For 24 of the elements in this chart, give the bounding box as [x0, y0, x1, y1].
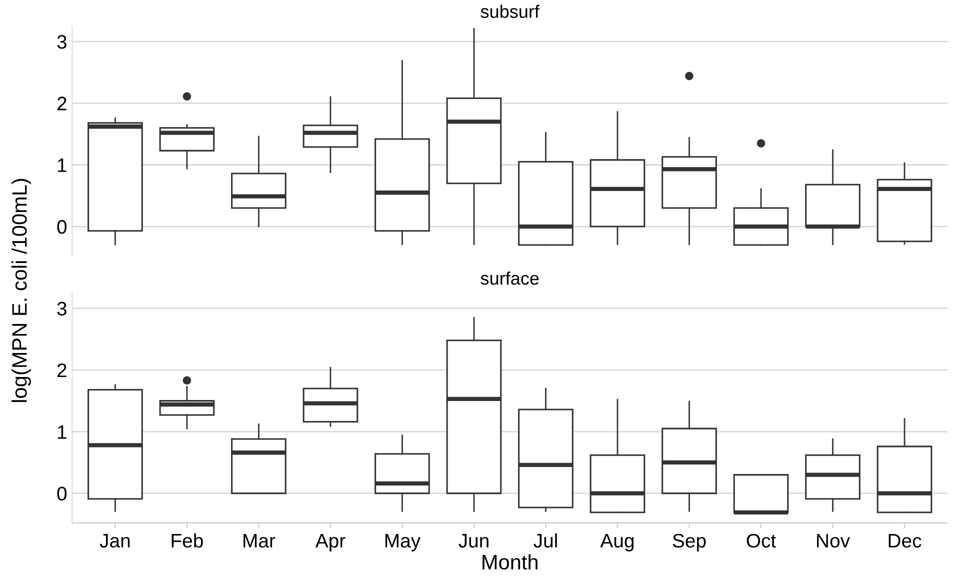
- y-tick-label: 1: [58, 158, 66, 172]
- x-tick-label: Oct: [746, 534, 776, 548]
- x-tick-label: May: [385, 534, 421, 552]
- x-tick-label: Dec: [888, 534, 922, 548]
- x-tick-label: Apr: [315, 534, 346, 552]
- y-tick-label: 3: [57, 35, 66, 49]
- y-tick-label: 1: [58, 425, 66, 439]
- chart-title: subsurf: [480, 4, 540, 18]
- x-tick-label: Jun: [458, 534, 488, 548]
- x-tick-label: Feb: [172, 533, 203, 548]
- y-tick-label: 3: [57, 302, 66, 316]
- y-tick-label: 0: [57, 220, 67, 234]
- x-tick-label: Nov: [817, 534, 850, 548]
- y-axis-title: log(MPN E. coli /100mL): [12, 178, 31, 402]
- x-axis-title: Month: [482, 554, 538, 570]
- x-tick-label: Jan: [100, 534, 130, 548]
- x-tick-label: Jul: [534, 533, 557, 548]
- x-tick-label: Mar: [244, 534, 276, 548]
- y-tick-label: 2: [57, 96, 66, 110]
- y-tick-label: 2: [57, 363, 66, 378]
- y-tick-label: 0: [57, 486, 67, 501]
- x-tick-label: Sep: [672, 534, 706, 552]
- x-tick-label: Aug: [600, 534, 634, 552]
- chart-title: surface: [480, 272, 539, 285]
